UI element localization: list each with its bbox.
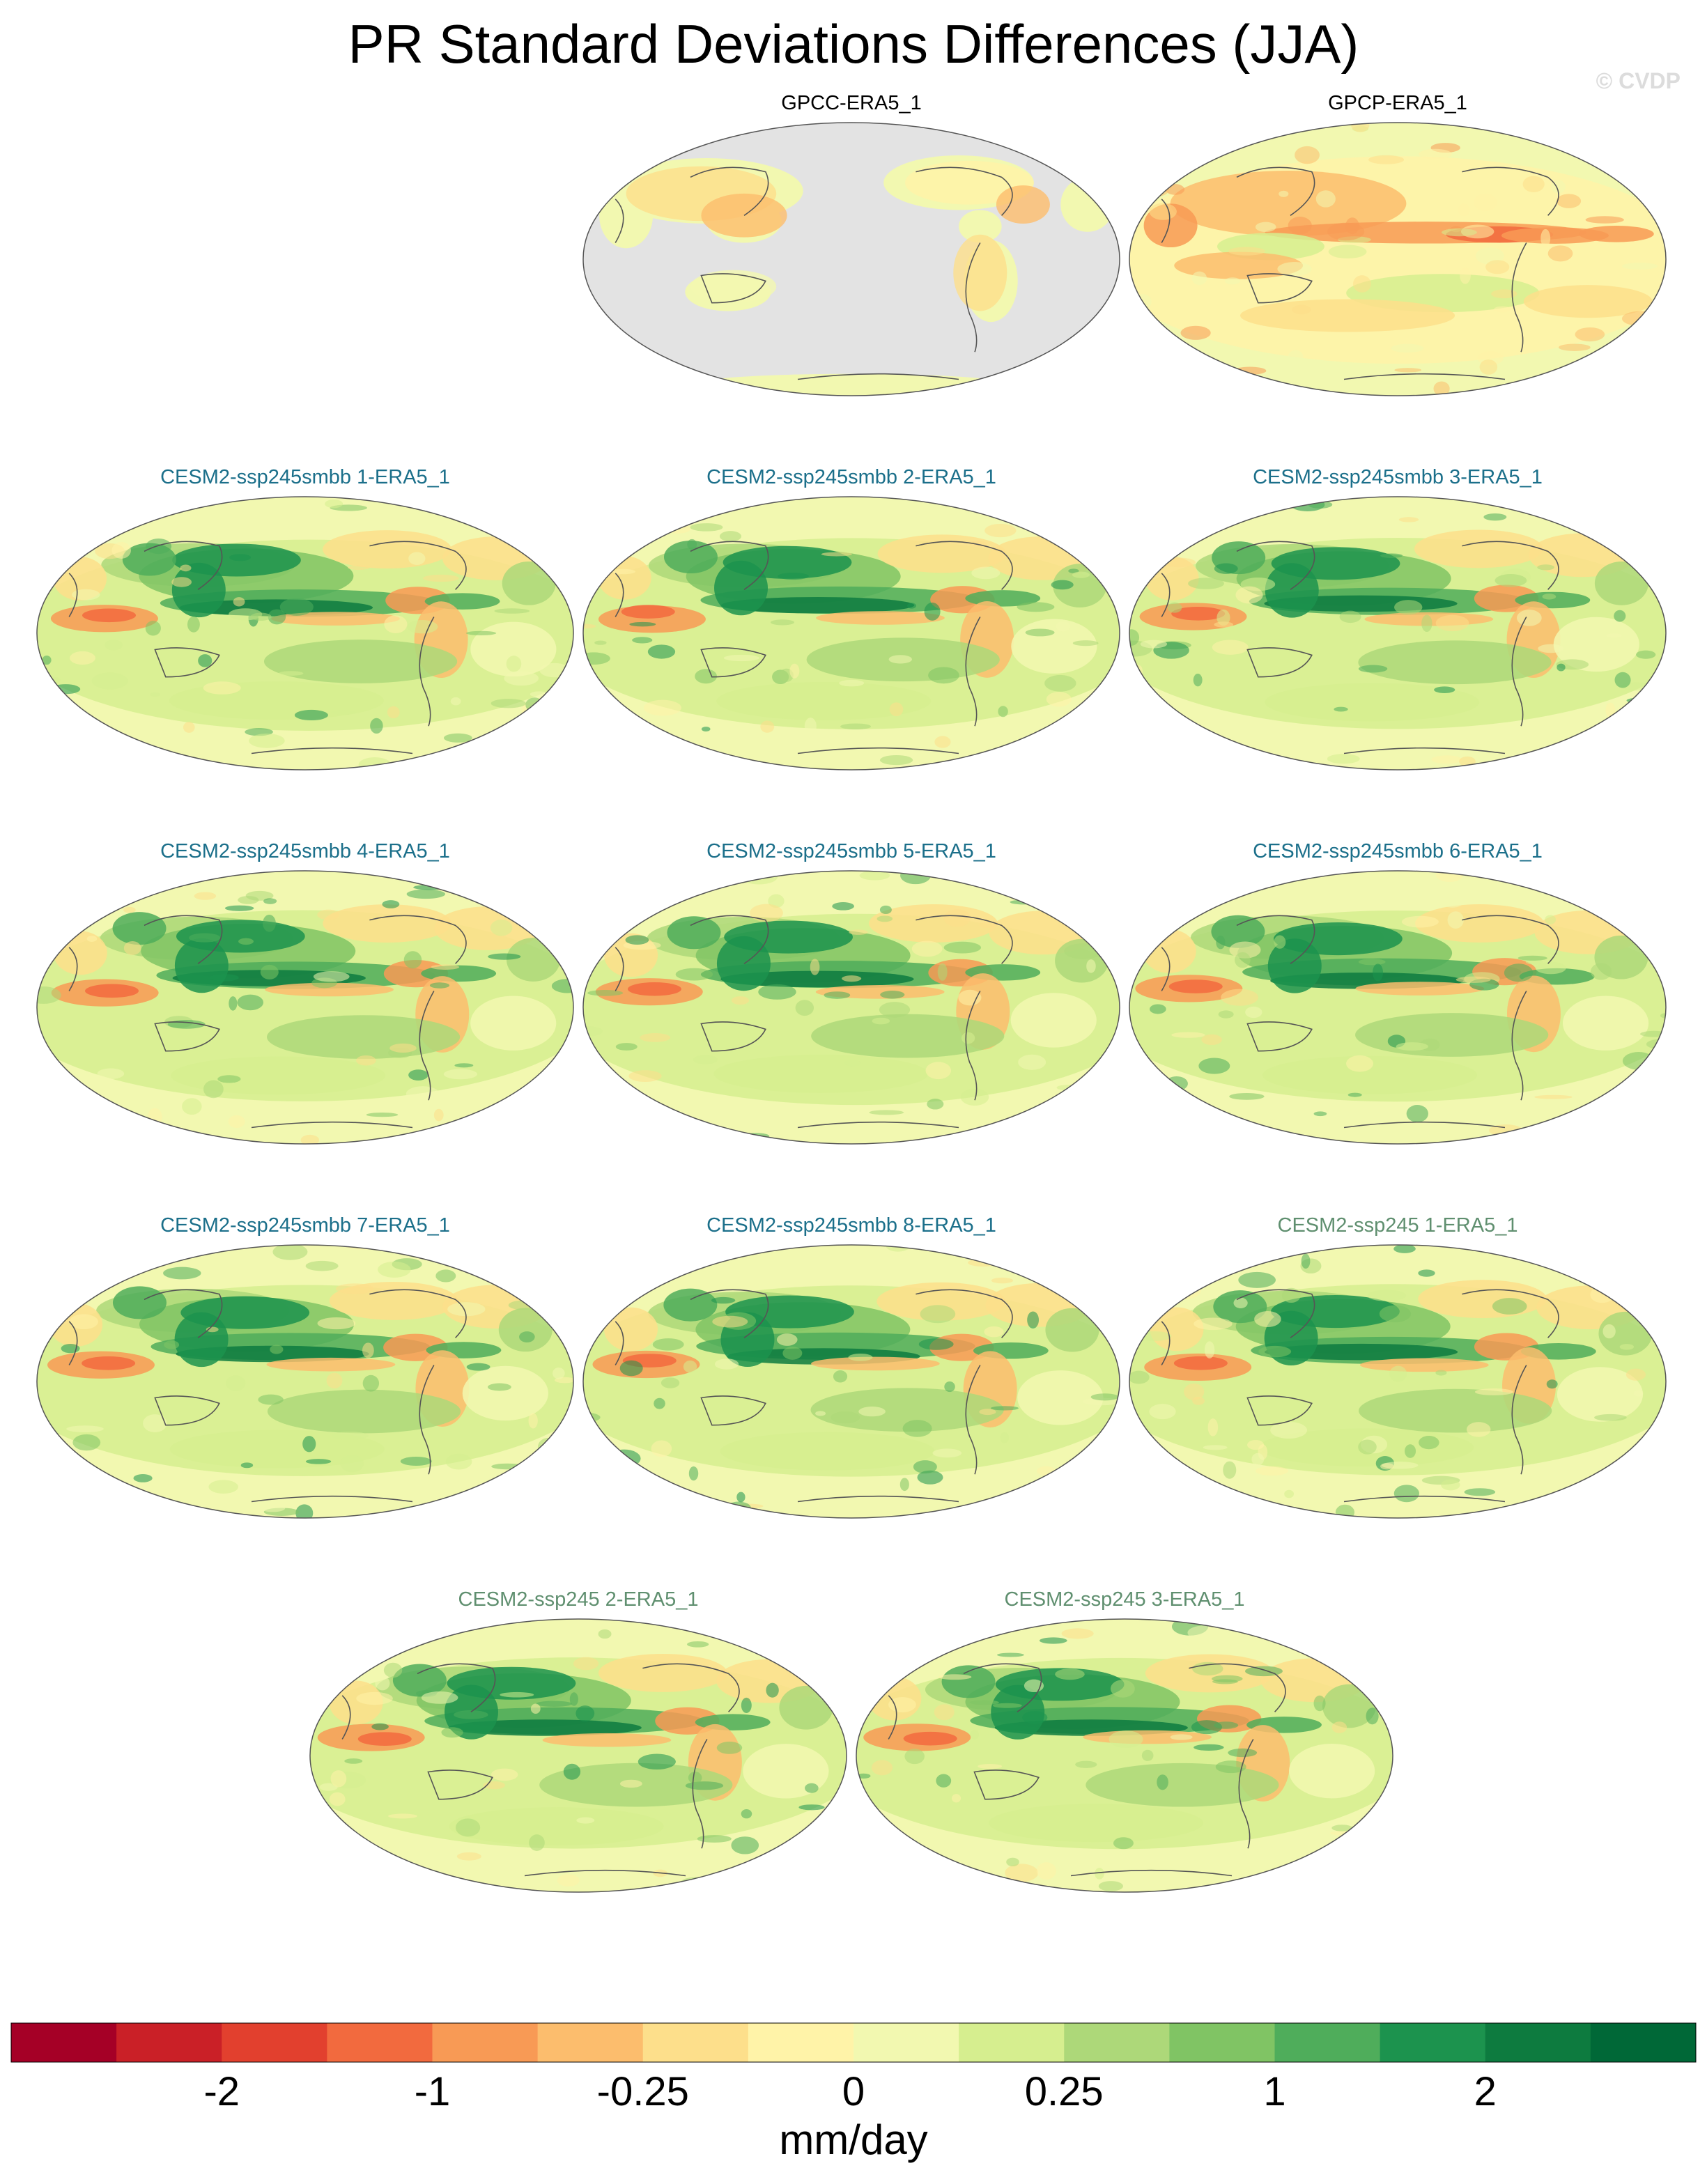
panel-title-1: GPCC-ERA5_1 <box>781 92 922 114</box>
panel-title-6: CESM2-ssp245smbb 4-ERA5_1 <box>160 840 450 862</box>
panel-title-4: CESM2-ssp245smbb 2-ERA5_1 <box>706 466 996 488</box>
map-panel-2 <box>1129 122 1667 396</box>
colorbar-swatch-5 <box>432 2023 539 2062</box>
figure-title: PR Standard Deviations Differences (JJA) <box>348 13 1359 75</box>
panel-title-12: CESM2-ssp245 2-ERA5_1 <box>458 1588 699 1611</box>
cvdp-watermark: © CVDP <box>1596 68 1681 93</box>
colorbar-swatch-6 <box>537 2023 644 2062</box>
map-panel-5 <box>1129 496 1667 770</box>
colorbar-swatch-10 <box>959 2023 1065 2062</box>
panel-title-13: CESM2-ssp245 3-ERA5_1 <box>1004 1588 1245 1611</box>
colorbar-swatch-7 <box>642 2023 749 2062</box>
colorbar-tick-label: 1 <box>1263 2069 1285 2114</box>
map-panel-8 <box>1129 870 1667 1145</box>
map-panel-10 <box>582 1244 1120 1519</box>
colorbar-swatch-2 <box>116 2023 222 2062</box>
colorbar-tick-label: -1 <box>415 2069 451 2114</box>
colorbar-tick-label: 0.25 <box>1025 2069 1104 2114</box>
colorbar-swatch-13 <box>1274 2023 1381 2062</box>
panel-title-5: CESM2-ssp245smbb 3-ERA5_1 <box>1253 466 1543 488</box>
map-panel-7 <box>582 870 1120 1145</box>
colorbar-swatch-3 <box>222 2023 327 2062</box>
map-panel-4 <box>582 496 1120 770</box>
map-panel-12 <box>309 1618 847 1893</box>
map-panel-11 <box>1129 1244 1667 1519</box>
colorbar-tick-label: -0.25 <box>597 2069 689 2114</box>
colorbar-swatch-11 <box>1064 2023 1170 2062</box>
panel-title-7: CESM2-ssp245smbb 5-ERA5_1 <box>706 840 996 862</box>
colorbar-swatch-12 <box>1169 2023 1275 2062</box>
colorbar-tick-label: 0 <box>842 2069 865 2114</box>
colorbar-units-label: mm/day <box>779 2116 927 2163</box>
panel-title-3: CESM2-ssp245smbb 1-ERA5_1 <box>160 466 450 488</box>
panel-title-9: CESM2-ssp245smbb 7-ERA5_1 <box>160 1214 450 1237</box>
map-panel-9 <box>36 1244 574 1519</box>
colorbar-tick-label: -2 <box>203 2069 240 2114</box>
panel-title-8: CESM2-ssp245smbb 6-ERA5_1 <box>1253 840 1543 862</box>
panel-title-2: GPCP-ERA5_1 <box>1328 92 1467 114</box>
map-panels <box>36 122 1667 1893</box>
map-panel-6 <box>36 870 574 1145</box>
map-panel-1 <box>582 122 1120 396</box>
panel-title-11: CESM2-ssp245 1-ERA5_1 <box>1277 1214 1518 1237</box>
panel-title-10: CESM2-ssp245smbb 8-ERA5_1 <box>706 1214 996 1237</box>
colorbar-swatch-9 <box>854 2023 959 2062</box>
colorbar-swatch-16 <box>1590 2023 1697 2062</box>
colorbar-swatch-15 <box>1485 2023 1591 2062</box>
colorbar-swatch-4 <box>327 2023 433 2062</box>
map-panel-13 <box>856 1618 1393 1893</box>
colorbar-swatch-14 <box>1380 2023 1486 2062</box>
colorbar-tick-label: 2 <box>1474 2069 1497 2114</box>
colorbar-swatch-1 <box>11 2023 117 2062</box>
colorbar-swatch-8 <box>748 2023 854 2062</box>
